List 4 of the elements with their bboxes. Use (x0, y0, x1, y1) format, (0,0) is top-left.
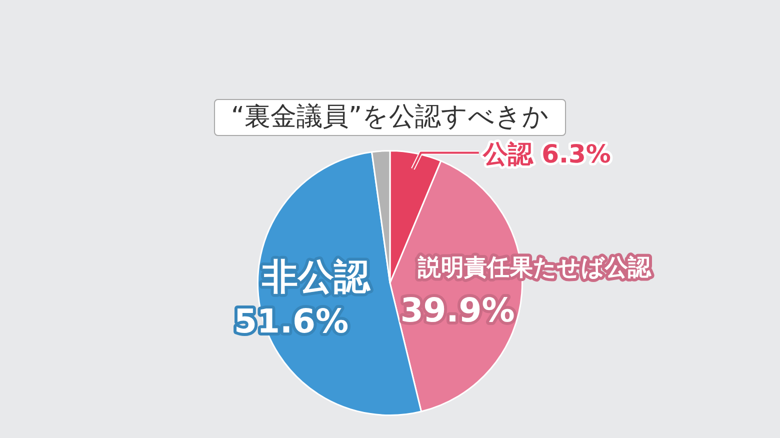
data-label: 39.9% (400, 290, 515, 330)
legend-label: 公認 6.3% (482, 139, 611, 168)
slice-label: 非公認 (260, 257, 371, 298)
chart-title: “裏金議員”を公認すべきか (214, 99, 566, 136)
